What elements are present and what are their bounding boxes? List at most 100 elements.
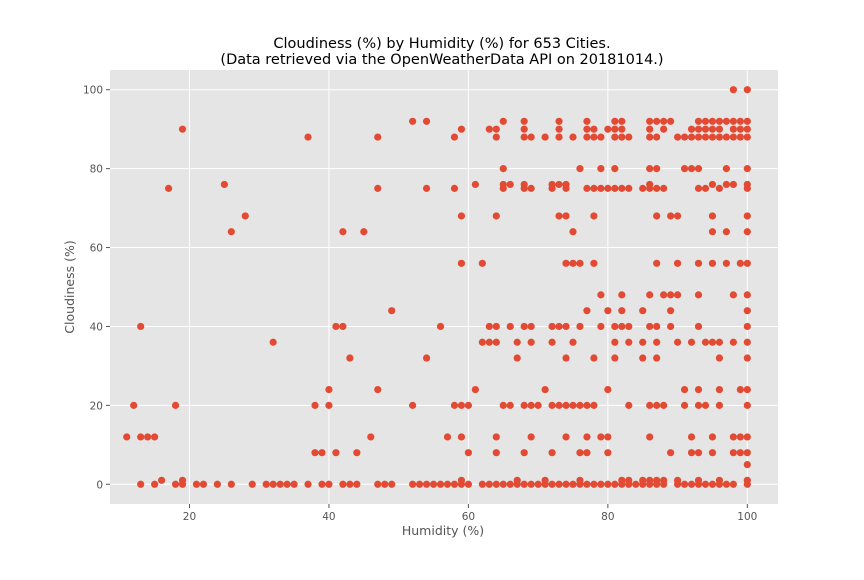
data-point [318,480,326,488]
x-tick-label: 60 [462,511,475,523]
data-point [415,480,424,488]
data-point [513,338,521,346]
data-point [639,338,647,346]
data-point [562,212,570,220]
data-point [492,480,500,488]
data-point [653,165,661,173]
data-point [701,401,710,409]
data-point [611,133,619,141]
data-point [436,480,445,488]
data-point [339,480,347,488]
data-point [708,228,717,236]
data-point [499,480,507,488]
data-point [694,401,703,409]
data-point [708,480,717,488]
x-axis-label: Humidity (%) [402,523,484,538]
data-point [450,133,459,141]
y-axis-label: Cloudiness (%) [62,240,77,333]
data-point [130,401,138,409]
data-point [429,480,438,488]
data-point [743,460,751,469]
data-point [597,322,605,331]
data-point [743,117,751,125]
data-point [555,322,563,331]
data-point [569,133,577,141]
data-point [653,480,661,488]
data-point [611,117,619,125]
data-point [332,449,340,457]
data-point [618,307,626,315]
data-point [673,338,682,346]
data-point [520,480,528,488]
data-point [597,165,605,173]
data-point [520,449,528,457]
data-point [660,125,668,133]
data-point [583,480,591,488]
data-point [743,307,751,315]
data-point [646,165,654,173]
data-point [527,401,535,409]
data-point [506,401,514,409]
data-point [597,133,605,141]
data-point [611,338,619,346]
data-point [743,259,751,267]
data-point [618,117,626,125]
data-point [436,322,445,331]
data-point [632,480,640,488]
data-point [653,184,661,192]
data-point [715,354,724,362]
data-point [213,480,221,488]
data-point [485,338,493,346]
data-point [694,480,703,488]
data-point [701,133,710,141]
data-point [192,480,201,488]
data-point [457,125,466,133]
data-point [262,480,270,488]
data-point [667,449,675,457]
data-point [562,354,570,362]
data-point [708,449,717,457]
data-point [527,338,535,346]
data-point [715,117,724,125]
data-point [653,212,661,220]
data-point [227,480,235,488]
data-point [708,338,717,346]
data-point [311,449,319,457]
data-point [555,125,563,133]
data-point [667,291,675,299]
data-point [478,259,486,267]
data-point [534,480,542,488]
data-point [492,433,500,441]
y-tick-label: 80 [90,164,103,176]
data-point [597,291,605,299]
data-point [736,259,744,267]
data-point [339,228,347,236]
data-point [667,307,675,315]
data-point [743,228,751,236]
data-point [729,480,737,488]
data-point [673,259,682,267]
x-tick-label: 100 [737,511,757,523]
data-point [541,480,549,488]
data-point [611,354,619,362]
data-point [381,480,389,488]
data-point [639,307,647,315]
data-point [199,480,208,488]
data-point [520,125,528,133]
data-point [687,338,696,346]
data-point [583,184,591,192]
data-point [548,480,556,488]
data-point [269,338,277,346]
data-point [283,480,291,488]
data-point [583,133,591,141]
data-point [220,180,228,189]
data-point [736,125,744,133]
data-point [646,133,654,141]
data-point [708,180,717,189]
data-point [611,125,619,133]
data-point [729,338,737,346]
data-point [715,184,724,192]
data-point [743,125,751,133]
data-point [541,385,549,394]
